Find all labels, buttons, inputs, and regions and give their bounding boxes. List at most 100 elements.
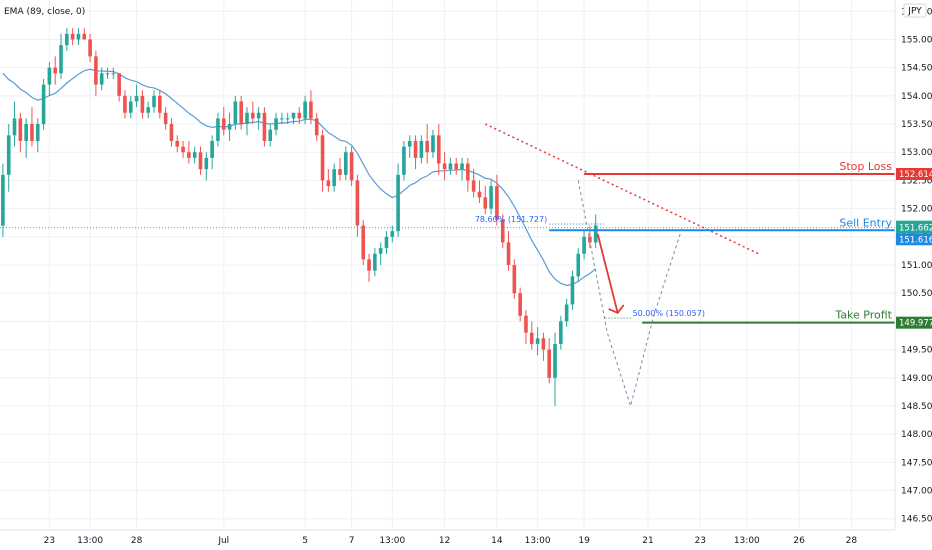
- candle-body: [338, 169, 342, 175]
- candle: [425, 124, 429, 164]
- candle: [30, 107, 34, 147]
- price-tick-label: 152.000: [901, 205, 932, 215]
- candle: [431, 129, 435, 158]
- candle: [70, 28, 75, 46]
- candle: [76, 28, 81, 46]
- candle: [187, 140, 191, 164]
- candle-body: [506, 242, 511, 265]
- candle-body: [227, 124, 232, 130]
- candle-body: [239, 101, 243, 125]
- current-price-tag: 151.662: [899, 224, 932, 234]
- candle: [82, 28, 87, 40]
- candle: [53, 56, 58, 85]
- candle: [559, 315, 563, 350]
- candle: [245, 107, 249, 136]
- candle-body: [128, 101, 133, 113]
- candle-body: [303, 101, 307, 119]
- candle: [99, 67, 104, 91]
- candle-body: [442, 163, 447, 170]
- candle: [338, 157, 342, 181]
- candle: [134, 84, 139, 108]
- candle-body: [53, 67, 58, 74]
- candle-body: [262, 112, 267, 141]
- candle-body: [454, 163, 459, 170]
- candle-body: [82, 33, 87, 40]
- time-tick-label: 19: [578, 536, 590, 546]
- candle: [233, 95, 238, 130]
- candle: [65, 28, 69, 51]
- time-tick-label: 21: [642, 536, 653, 546]
- candle-body: [471, 180, 476, 192]
- candle: [280, 112, 284, 125]
- candle-body: [285, 118, 290, 120]
- candle: [216, 112, 220, 147]
- candle: [326, 169, 331, 192]
- candlesticks: [1, 28, 598, 406]
- candle: [192, 146, 197, 164]
- candle: [18, 112, 23, 153]
- candle-body: [390, 231, 395, 237]
- time-tick-label: 13:00: [525, 536, 551, 546]
- candle-body: [512, 265, 517, 294]
- candle: [355, 174, 360, 237]
- candle: [495, 174, 499, 226]
- candle: [59, 33, 63, 79]
- candle-body: [593, 225, 598, 243]
- stop-loss-tag-bg: [896, 167, 932, 180]
- candle: [373, 248, 377, 277]
- candle: [378, 242, 383, 265]
- candle-body: [105, 73, 110, 75]
- candle: [309, 90, 313, 125]
- candle: [210, 135, 214, 170]
- projection-arrow: [596, 233, 619, 314]
- candle: [12, 101, 17, 147]
- candle: [576, 248, 581, 282]
- price-tick-label: 154.500: [901, 64, 932, 74]
- candle: [285, 112, 290, 125]
- candle: [564, 298, 569, 328]
- candle-body: [158, 95, 162, 113]
- time-tick-label: 26: [793, 536, 805, 546]
- price-tick-label: 153.500: [901, 120, 932, 130]
- candle: [402, 140, 406, 181]
- candle: [332, 163, 336, 192]
- trendline: [484, 123, 759, 255]
- time-tick-label: 28: [846, 536, 858, 546]
- candle-body: [187, 152, 191, 158]
- candle-body: [76, 33, 81, 40]
- candle-body: [320, 135, 325, 181]
- stop-loss-tag: 152.614: [899, 170, 932, 180]
- candle: [524, 310, 528, 344]
- candle-body: [175, 140, 180, 147]
- candle-body: [402, 146, 406, 175]
- candle: [436, 124, 441, 175]
- price-tick-label: 155.000: [901, 35, 932, 45]
- candle-body: [35, 124, 40, 141]
- candle: [471, 169, 476, 198]
- time-tick-label: 14: [491, 536, 503, 546]
- level-label-stop-loss: Stop Loss: [839, 160, 892, 173]
- time-tick-label: 7: [349, 536, 355, 546]
- candle: [413, 135, 418, 170]
- candle-body: [460, 163, 464, 170]
- candle-body: [6, 135, 11, 175]
- candle-body: [576, 253, 581, 277]
- candle-body: [466, 163, 470, 181]
- candle: [123, 90, 127, 119]
- candle-body: [59, 45, 63, 74]
- candle-body: [535, 338, 540, 344]
- indicator-label[interactable]: EMA (89, close, 0): [4, 7, 85, 17]
- fib-level-label: 50.00% (150.057): [633, 309, 705, 318]
- candle-body: [529, 332, 534, 344]
- candle-body: [518, 293, 522, 316]
- candle: [140, 90, 145, 119]
- candle: [541, 332, 546, 361]
- currency-badge[interactable]: JPY: [903, 3, 927, 18]
- candle-body: [88, 39, 92, 57]
- time-axis: 23 13:00 28 Jul 5 7 13:00 12 14 13:00 19 21 23 13:00 2…: [0, 529, 895, 546]
- projection-arrow-head: [608, 304, 625, 315]
- candle-body: [65, 33, 69, 46]
- candle-body: [280, 118, 284, 120]
